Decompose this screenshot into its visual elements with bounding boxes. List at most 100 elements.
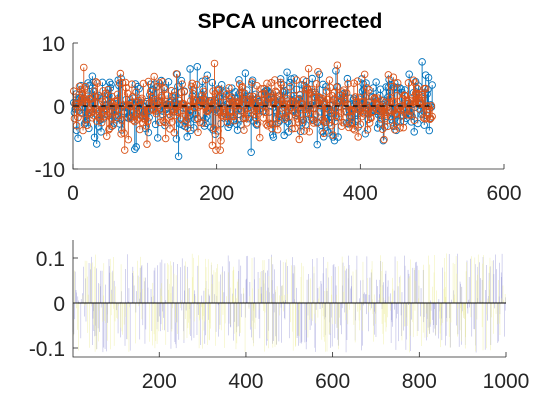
top-stem-marker [248, 78, 256, 86]
top-stem-marker [122, 84, 130, 92]
top-stem-marker [247, 99, 255, 107]
top-stem-marker [282, 113, 291, 121]
top-stem-marker [425, 126, 434, 135]
top-stem-marker [144, 77, 153, 86]
top-stem-marker [243, 110, 252, 119]
top-stem-marker [166, 125, 174, 133]
top-stem-marker [366, 113, 375, 122]
top-stem-marker [428, 112, 436, 121]
top-stem-marker [160, 85, 168, 93]
top-stem-marker [338, 88, 347, 96]
top-stem-marker [383, 108, 391, 117]
top-stem-marker [145, 99, 153, 108]
top-stem-marker [334, 133, 342, 141]
top-stem-marker [295, 135, 304, 144]
top-stem-marker [410, 116, 418, 124]
top-stem-marker [279, 88, 288, 96]
top-stem-marker [424, 73, 433, 82]
bottom-xtick-label: 800 [402, 370, 437, 393]
top-stem-marker [83, 121, 92, 129]
top-stem-marker [309, 119, 318, 127]
top-stem-marker [132, 88, 140, 96]
top-xtick-label: 200 [199, 182, 234, 205]
top-stem-marker [300, 127, 309, 135]
bottom-xtick-label: 600 [315, 370, 350, 393]
top-stem-marker [168, 118, 176, 126]
top-stem-marker [301, 105, 309, 114]
top-stem-marker [344, 120, 352, 128]
top-stem-marker [358, 108, 367, 117]
top-stem-marker [199, 119, 207, 127]
top-stem-marker [99, 87, 107, 95]
top-stem-marker [312, 80, 321, 88]
top-stem-marker [80, 63, 88, 72]
top-stem-marker [204, 106, 212, 114]
top-stem-marker [159, 117, 168, 125]
top-stem-marker [337, 122, 346, 130]
top-stem-marker [92, 78, 100, 86]
top-stem-marker [97, 128, 105, 136]
top-stem-marker [142, 122, 151, 130]
bottom-plot-ticks: 200 400 600 800 1000 -0.1 0 0.1 [29, 248, 530, 393]
chart-title: SPCA uncorrected [198, 10, 383, 33]
bottom-ytick-label: 0.1 [36, 248, 65, 271]
top-stem-marker [332, 83, 341, 91]
top-stem-marker [128, 80, 136, 88]
top-stem-marker [192, 80, 201, 89]
top-stem-marker [313, 119, 321, 127]
top-stem-marker [293, 115, 301, 123]
top-stem-marker [97, 118, 106, 127]
top-stem-marker [318, 94, 327, 103]
top-stem-marker [237, 88, 245, 96]
top-stem-marker [332, 67, 340, 75]
top-stem-marker [143, 140, 151, 148]
top-stem-marker [156, 118, 164, 127]
bottom-xtick-label: 200 [142, 370, 177, 393]
top-stem-marker [230, 112, 238, 121]
top-stem-marker [428, 81, 436, 89]
top-stem-marker [356, 120, 365, 128]
top-stem-marker [91, 92, 100, 101]
top-stem-marker [337, 109, 345, 117]
top-stem-marker [81, 83, 89, 91]
top-stem-marker [343, 100, 352, 109]
top-stem-marker [69, 87, 78, 95]
bottom-plot-axes [72, 240, 506, 358]
top-stem-marker [120, 146, 129, 154]
top-stem-marker [399, 123, 408, 132]
top-stem-marker [144, 128, 153, 137]
top-stem-marker [178, 80, 186, 88]
top-stem-marker [241, 69, 250, 77]
top-stem-marker [353, 77, 362, 85]
top-stem-marker [286, 78, 294, 87]
top-stem-marker [238, 82, 247, 91]
top-stem-marker [139, 79, 148, 88]
top-stem-marker [210, 59, 219, 68]
top-stem-marker [92, 140, 101, 148]
top-stem-marker [266, 92, 274, 101]
top-ytick-label: 10 [42, 33, 65, 56]
top-stem-marker [360, 70, 369, 79]
top-stem-marker [362, 79, 370, 87]
top-stem-marker [106, 84, 115, 92]
top-stem-marker [271, 87, 280, 95]
top-stem-marker [120, 129, 128, 137]
top-stem-marker [157, 76, 166, 85]
top-stem-marker [180, 88, 189, 96]
top-stem-marker [79, 126, 87, 135]
top-stem-marker [365, 119, 374, 127]
top-stem-marker [272, 88, 281, 97]
top-stem-marker [202, 107, 211, 115]
top-xtick-label: 400 [343, 182, 378, 205]
top-stem-marker [294, 118, 303, 126]
top-stem-marker [381, 123, 389, 131]
top-stem-marker [164, 78, 173, 86]
top-stem-marker [238, 84, 246, 92]
top-stem-marker [372, 78, 380, 86]
top-stem-marker [124, 135, 133, 144]
top-stem-marker [192, 97, 200, 105]
top-stem-marker [184, 124, 192, 132]
top-stem-marker [344, 79, 352, 88]
top-stem-marker [199, 87, 208, 96]
